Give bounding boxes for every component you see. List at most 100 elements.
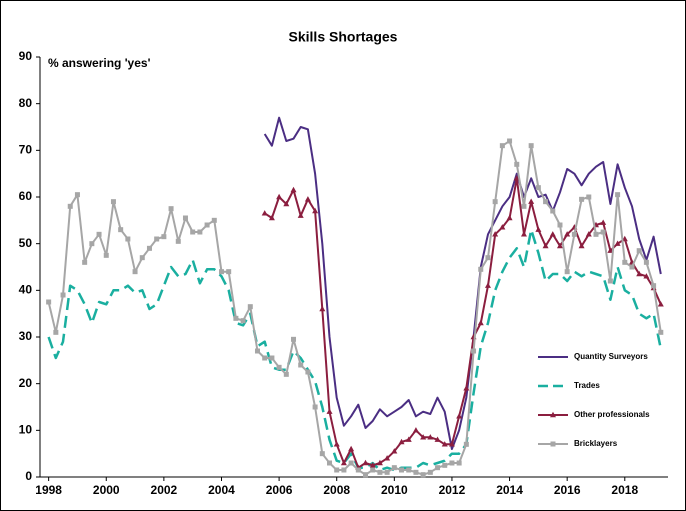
point-marker (110, 199, 116, 205)
x-tick-label: 2002 (151, 483, 178, 497)
point-marker (304, 196, 311, 202)
point-marker (585, 231, 592, 237)
x-tick-label: 1998 (35, 483, 62, 497)
x-tick-label: 2018 (611, 483, 638, 497)
x-tick-label: 2010 (381, 483, 408, 497)
point-marker (118, 227, 124, 233)
point-marker (376, 459, 383, 466)
point-marker (168, 206, 174, 212)
point-marker (420, 472, 426, 478)
point-marker (74, 192, 80, 198)
point-marker (636, 248, 642, 254)
point-marker (571, 231, 577, 237)
x-tick-label: 2012 (439, 483, 466, 497)
point-marker (161, 234, 167, 240)
point-marker (67, 203, 73, 209)
point-marker (607, 278, 613, 284)
point-marker (579, 196, 585, 202)
point-marker (564, 269, 570, 275)
point-marker (291, 336, 297, 342)
x-tick-label: 2008 (323, 483, 350, 497)
point-marker (412, 427, 419, 433)
point-marker (427, 469, 433, 475)
point-marker (420, 434, 427, 440)
point-marker (449, 460, 455, 466)
point-marker (211, 217, 217, 223)
point-marker (398, 438, 405, 445)
point-marker (204, 222, 210, 228)
point-marker (471, 348, 477, 354)
point-marker (226, 269, 232, 275)
point-marker (651, 283, 657, 289)
point-marker (578, 242, 585, 249)
point-marker (327, 460, 333, 466)
point-marker (283, 200, 290, 207)
point-marker (326, 408, 333, 414)
chart-title: Skills Shortages (289, 29, 398, 45)
point-marker (262, 355, 268, 361)
x-tick-label: 2000 (93, 483, 120, 497)
point-marker (506, 214, 513, 221)
point-marker (370, 467, 376, 473)
point-marker (96, 231, 102, 237)
point-marker (535, 226, 542, 232)
point-marker (658, 329, 664, 335)
point-marker (477, 319, 484, 326)
x-tick-label: 2006 (266, 483, 293, 497)
y-tick-label: 30 (19, 329, 33, 343)
legend-label: Quantity Surveyors (574, 352, 648, 361)
point-marker (550, 411, 556, 418)
point-marker (550, 441, 556, 447)
point-marker (405, 436, 412, 442)
point-marker (103, 252, 109, 258)
series-line (263, 116, 662, 450)
y-axis-label: % answering 'yes' (48, 56, 151, 70)
point-marker (520, 231, 527, 237)
y-tick-label: 70 (19, 143, 33, 157)
point-marker (297, 212, 304, 218)
y-tick-label: 60 (19, 189, 33, 203)
point-marker (586, 194, 592, 200)
point-marker (334, 467, 340, 473)
point-marker (305, 369, 311, 375)
point-marker (492, 231, 499, 237)
point-marker (276, 193, 283, 200)
point-marker (557, 222, 563, 228)
point-marker (268, 214, 275, 221)
point-marker (254, 348, 260, 354)
point-marker (341, 467, 347, 473)
point-marker (399, 467, 405, 473)
point-marker (542, 242, 549, 249)
point-marker (629, 264, 635, 270)
point-marker (406, 467, 412, 473)
point-marker (154, 236, 160, 242)
point-marker (456, 413, 463, 419)
point-marker (60, 292, 66, 298)
point-marker (435, 465, 441, 471)
point-marker (363, 472, 369, 478)
point-marker (507, 138, 513, 144)
y-tick-label: 10 (19, 423, 33, 437)
point-marker (593, 231, 599, 237)
point-marker (261, 210, 268, 216)
point-marker (182, 215, 188, 221)
point-marker (478, 266, 484, 272)
y-tick-label: 20 (19, 376, 33, 390)
point-marker (348, 445, 355, 452)
series-line (47, 228, 663, 472)
point-marker (218, 269, 224, 275)
point-marker (384, 469, 390, 475)
y-tick-label: 0 (25, 469, 32, 483)
point-marker (456, 460, 462, 466)
point-marker (657, 301, 664, 307)
point-marker (190, 229, 196, 235)
point-marker (89, 241, 95, 247)
point-marker (614, 240, 621, 246)
point-marker (550, 208, 556, 214)
point-marker (600, 229, 606, 235)
point-marker (556, 242, 563, 249)
point-marker (528, 198, 535, 204)
point-marker (484, 282, 491, 288)
point-marker (535, 185, 541, 191)
point-marker (276, 364, 282, 370)
